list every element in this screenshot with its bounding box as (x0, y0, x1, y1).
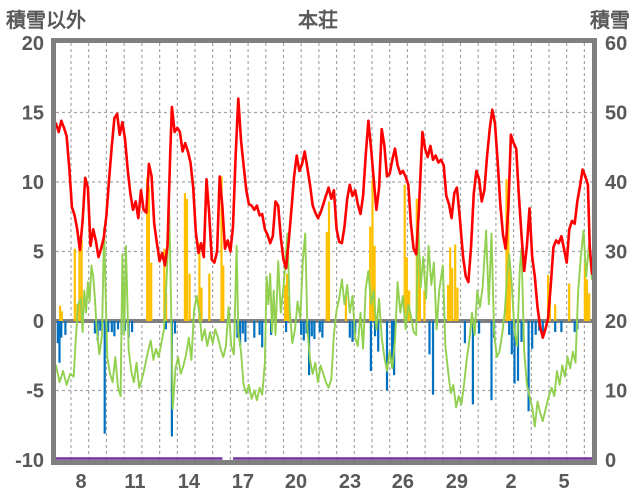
svg-text:10: 10 (605, 381, 627, 403)
svg-text:17: 17 (232, 471, 254, 493)
svg-text:2: 2 (506, 471, 517, 493)
horizontal-gridlines (56, 111, 592, 392)
svg-text:14: 14 (178, 471, 201, 493)
svg-text:11: 11 (124, 471, 145, 493)
right-axis-tick-labels: 60 50 40 30 20 10 0 (605, 33, 627, 472)
right-axis-title: 積雪 (590, 10, 630, 32)
left-axis-tick-labels: 20 15 10 5 0 -5 -10 (15, 33, 44, 472)
red-line (54, 97, 594, 340)
x-axis-tick-labels: 8 11 14 17 20 23 26 29 2 5 (75, 471, 569, 493)
svg-text:8: 8 (75, 471, 86, 493)
svg-text:20: 20 (285, 471, 307, 493)
plot-border (51, 38, 597, 465)
green-line (55, 207, 593, 428)
svg-text:-10: -10 (15, 450, 44, 472)
svg-text:26: 26 (392, 471, 414, 493)
svg-text:0: 0 (605, 450, 616, 472)
svg-text:23: 23 (339, 471, 361, 493)
svg-text:60: 60 (605, 33, 627, 55)
svg-text:10: 10 (22, 172, 44, 194)
svg-text:20: 20 (605, 311, 627, 333)
svg-text:5: 5 (33, 242, 44, 264)
svg-text:-5: -5 (26, 381, 44, 403)
svg-text:15: 15 (22, 103, 44, 125)
svg-text:29: 29 (446, 471, 468, 493)
svg-text:30: 30 (605, 242, 627, 264)
svg-text:0: 0 (33, 311, 44, 333)
svg-text:40: 40 (605, 172, 627, 194)
svg-text:20: 20 (22, 33, 44, 55)
svg-text:50: 50 (605, 103, 627, 125)
svg-text:5: 5 (558, 471, 569, 493)
left-axis-title: 積雪以外 (6, 10, 86, 32)
chart-title: 本荘 (298, 10, 338, 32)
